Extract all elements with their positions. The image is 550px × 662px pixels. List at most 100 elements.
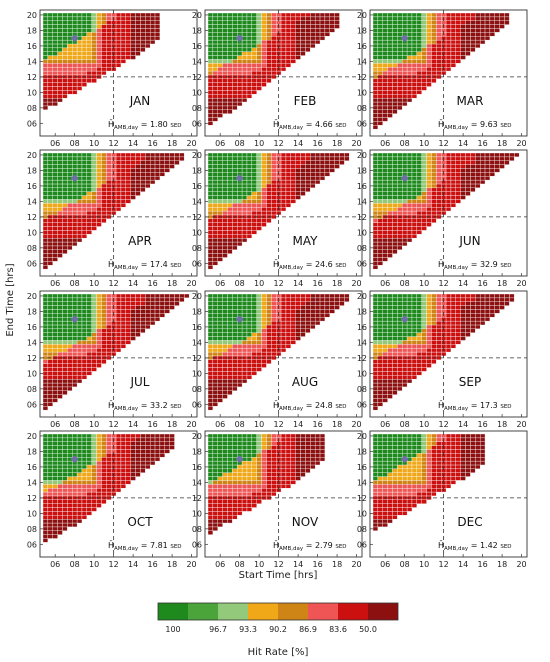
hit-rate-cell	[460, 160, 466, 165]
hit-rate-cell	[222, 390, 228, 395]
hit-rate-cell	[499, 164, 505, 169]
hit-rate-cell	[76, 449, 83, 454]
hit-rate-cell	[91, 20, 97, 25]
hit-rate-cell	[145, 305, 151, 310]
hit-rate-cell	[377, 237, 383, 243]
hit-rate-cell	[42, 241, 49, 247]
hit-rate-cell	[47, 476, 53, 481]
hit-rate-cell	[426, 168, 432, 173]
hit-rate-cell	[207, 265, 214, 270]
hit-rate-cell	[42, 59, 49, 64]
hit-rate-cell	[377, 203, 383, 208]
hit-rate-cell	[382, 86, 388, 91]
hit-rate-cell	[300, 168, 306, 173]
optimum-marker	[235, 315, 244, 324]
hit-rate-cell	[42, 390, 49, 395]
hit-rate-cell	[76, 301, 83, 306]
hit-rate-cell	[402, 210, 408, 216]
hit-rate-cell	[207, 499, 214, 504]
hit-rate-cell	[382, 117, 388, 122]
hit-rate-cell	[91, 183, 97, 189]
hit-rate-cell	[271, 12, 277, 18]
hit-rate-cell	[149, 445, 156, 450]
hit-rate-cell	[450, 172, 456, 177]
hit-rate-cell	[135, 328, 141, 333]
hit-rate-cell	[207, 253, 214, 258]
hit-rate-cell	[52, 433, 58, 439]
hit-rate-cell	[232, 39, 238, 45]
hit-rate-cell	[42, 324, 49, 330]
hit-rate-cell	[305, 305, 311, 310]
hit-rate-cell	[300, 179, 306, 185]
hit-rate-cell	[52, 499, 58, 504]
hit-rate-cell	[372, 261, 379, 266]
hit-rate-cell	[416, 55, 422, 60]
hit-rate-cell	[411, 313, 418, 318]
hit-rate-cell	[251, 172, 257, 177]
hit-rate-cell	[222, 253, 228, 258]
hit-rate-cell	[397, 168, 403, 173]
hit-rate-cell	[91, 39, 97, 45]
hit-rate-cell	[382, 249, 388, 254]
hit-rate-cell	[52, 530, 58, 535]
hit-rate-cell	[81, 230, 88, 235]
hit-rate-cell	[81, 20, 88, 25]
hit-rate-cell	[406, 363, 413, 368]
hit-rate-cell	[372, 121, 379, 126]
hit-rate-cell	[125, 176, 131, 181]
hit-rate-cell	[154, 28, 161, 33]
hit-rate-cell	[222, 199, 228, 204]
hit-rate-cell	[256, 332, 262, 337]
hit-rate-cell	[392, 351, 398, 357]
hit-rate-cell	[251, 183, 257, 189]
hit-rate-cell	[47, 43, 53, 49]
hit-rate-cell	[212, 503, 218, 508]
hit-rate-cell	[67, 437, 73, 442]
hit-rate-cell	[479, 24, 486, 29]
hit-rate-cell	[135, 160, 141, 165]
hit-rate-cell	[57, 453, 63, 458]
hit-rate-cell	[402, 156, 408, 161]
hit-rate-cell	[251, 317, 257, 322]
hit-rate-cell	[261, 82, 267, 87]
hit-rate-cell	[120, 324, 126, 330]
hit-rate-cell	[52, 460, 58, 466]
hit-rate-cell	[91, 36, 97, 41]
hit-rate-cell	[251, 363, 257, 368]
hit-rate-cell	[246, 183, 253, 189]
hit-rate-cell	[310, 164, 316, 169]
hit-rate-cell	[232, 86, 238, 91]
hit-rate-cell	[207, 20, 214, 25]
x-tick-label: 14	[293, 420, 303, 429]
hit-rate-cell	[271, 43, 277, 49]
hit-rate-cell	[76, 348, 83, 353]
hit-rate-cell	[397, 305, 403, 310]
hit-rate-cell	[42, 90, 49, 95]
hit-rate-cell	[377, 94, 383, 99]
hit-rate-cell	[106, 179, 112, 185]
hit-rate-cell	[416, 367, 422, 372]
hit-rate-cell	[149, 293, 156, 299]
hit-rate-cell	[86, 199, 92, 204]
hit-rate-cell	[149, 309, 156, 314]
hit-rate-cell	[256, 39, 262, 45]
hit-rate-cell	[57, 230, 63, 235]
hit-rate-cell	[81, 453, 88, 458]
hit-rate-cell	[217, 82, 223, 87]
hit-rate-cell	[382, 156, 388, 161]
y-tick-label: 14	[192, 338, 202, 347]
hit-rate-cell	[411, 160, 418, 165]
hit-rate-cell	[81, 503, 88, 508]
hit-rate-cell	[426, 152, 432, 158]
hit-rate-cell	[295, 36, 301, 41]
hit-rate-cell	[120, 172, 126, 177]
hit-rate-cell	[426, 70, 432, 76]
hit-rate-cell	[96, 336, 102, 341]
hit-rate-cell	[465, 36, 471, 41]
hit-rate-cell	[377, 121, 383, 126]
hit-rate-cell	[241, 78, 248, 83]
hit-rate-cell	[57, 226, 63, 231]
hit-rate-cell	[154, 152, 161, 158]
hit-rate-cell	[217, 32, 223, 37]
hit-rate-cell	[445, 28, 452, 33]
